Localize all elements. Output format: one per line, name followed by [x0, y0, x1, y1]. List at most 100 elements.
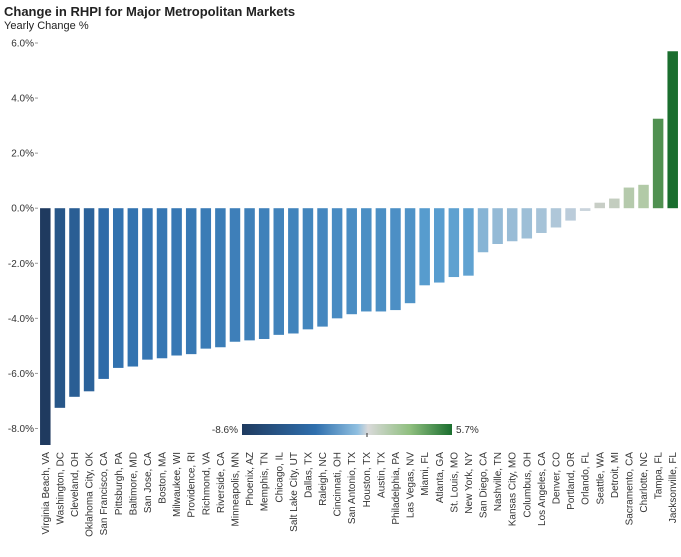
x-category-label: Washington, DC [55, 452, 66, 524]
bar [171, 208, 182, 356]
bar [258, 208, 270, 339]
bar [492, 208, 503, 244]
bar [594, 202, 606, 209]
x-category-label: Virginia Beach, VA [41, 452, 52, 535]
bar [288, 208, 299, 334]
x-category-label: Miami, FL [420, 452, 431, 496]
bar [273, 208, 285, 335]
bar [536, 208, 547, 233]
bar [185, 208, 197, 355]
legend-max-label: 5.7% [456, 425, 479, 436]
bar [302, 208, 314, 330]
bar [244, 208, 255, 341]
color-legend: -8.6% 5.7% [212, 424, 479, 437]
y-tick-label: 2.0% [11, 149, 34, 160]
x-category-label: Salt Lake City, UT [289, 452, 300, 532]
bar [200, 208, 212, 349]
bar [609, 198, 620, 209]
bar [623, 187, 635, 209]
bar [69, 208, 80, 397]
bar [448, 208, 460, 278]
x-category-label: Detroit, MI [610, 452, 621, 498]
bar [40, 208, 51, 445]
bar [375, 208, 387, 312]
bar [390, 208, 401, 311]
bar [156, 208, 168, 359]
x-category-label: Tampa, FL [654, 452, 665, 500]
x-category-label: Charlotte, NC [639, 452, 650, 513]
bar [361, 208, 372, 312]
x-category-label: Richmond, VA [201, 452, 212, 516]
bar [667, 51, 678, 209]
x-category-label: Las Vegas, NV [406, 452, 417, 518]
x-category-label: Nashville, TN [493, 452, 504, 511]
x-category-label: Cincinnati, OH [333, 452, 344, 516]
x-category-label: San Francisco, CA [99, 452, 110, 536]
x-category-label: Oklahoma City, OK [85, 452, 96, 537]
bar [215, 208, 226, 348]
x-category-label: San Diego, CA [479, 452, 490, 518]
y-tick-label: -4.0% [8, 314, 34, 325]
x-category-label: Kansas City, MO [508, 452, 519, 526]
y-tick-label: -6.0% [8, 369, 34, 380]
x-category-label: Memphis, TN [260, 452, 271, 511]
bar [550, 208, 562, 228]
bar [419, 208, 430, 286]
bar [331, 208, 343, 319]
x-category-label: Milwaukee, WI [172, 452, 183, 517]
bar [112, 208, 124, 368]
x-category-label: Chicago, IL [274, 452, 285, 503]
bar [54, 208, 66, 408]
legend-gradient-bar [242, 424, 452, 435]
chart-title: Change in RHPI for Major Metropolitan Ma… [4, 4, 296, 19]
x-category-label: Cleveland, OH [70, 452, 81, 517]
x-category-label: San Antonio, TX [347, 452, 358, 524]
x-category-label: Pittsburgh, PA [114, 452, 125, 516]
x-category-label: Denver, CO [551, 452, 562, 504]
y-tick-label: 0.0% [11, 204, 34, 215]
bar [142, 208, 153, 360]
bar [433, 208, 445, 283]
y-tick-label: 6.0% [11, 39, 34, 50]
bar [463, 208, 474, 276]
x-category-label: St. Louis, MO [449, 452, 460, 513]
y-tick-label: -2.0% [8, 259, 34, 270]
y-tick-label: 4.0% [11, 94, 34, 105]
legend-min-label: -8.6% [212, 425, 238, 436]
bar [404, 208, 416, 304]
x-category-label: Houston, TX [362, 452, 373, 508]
bar [477, 208, 489, 253]
x-category-label: Providence, RI [187, 452, 198, 518]
bar [317, 208, 328, 327]
x-category-label: Portland, OR [566, 452, 577, 510]
x-category-label: San Jose, CA [143, 452, 154, 513]
x-category-label: New York, NY [464, 452, 475, 514]
x-category-label: Atlanta, GA [435, 452, 446, 503]
x-category-label: Riverside, CA [216, 452, 227, 513]
x-category-label: Boston, MA [158, 452, 169, 504]
x-category-label: Orlando, FL [581, 452, 592, 505]
bar [98, 208, 109, 379]
bar [127, 208, 139, 367]
x-category-label: Philadelphia, PA [391, 452, 402, 525]
bar [652, 118, 664, 209]
x-category-label: Phoenix, AZ [245, 452, 256, 506]
bar [521, 208, 533, 239]
x-category-label: Columbus, OH [522, 452, 533, 518]
bar [229, 208, 241, 342]
bar [506, 208, 518, 242]
x-category-label: Raleigh, NC [318, 452, 329, 506]
x-category-label: Minneapolis, MN [230, 452, 241, 526]
x-category-label: Sacramento, CA [624, 452, 635, 526]
x-category-label: Baltimore, MD [128, 452, 139, 515]
bar [83, 208, 95, 392]
x-category-label: Austin, TX [376, 452, 387, 498]
x-category-label: Jacksonville, FL [668, 452, 679, 524]
y-tick-label: -8.0% [8, 424, 34, 435]
bar [579, 208, 591, 211]
x-category-label: Los Angeles, CA [537, 452, 548, 526]
x-category-label: Dallas, TX [303, 452, 314, 498]
bar [346, 208, 357, 315]
bar [638, 184, 649, 209]
